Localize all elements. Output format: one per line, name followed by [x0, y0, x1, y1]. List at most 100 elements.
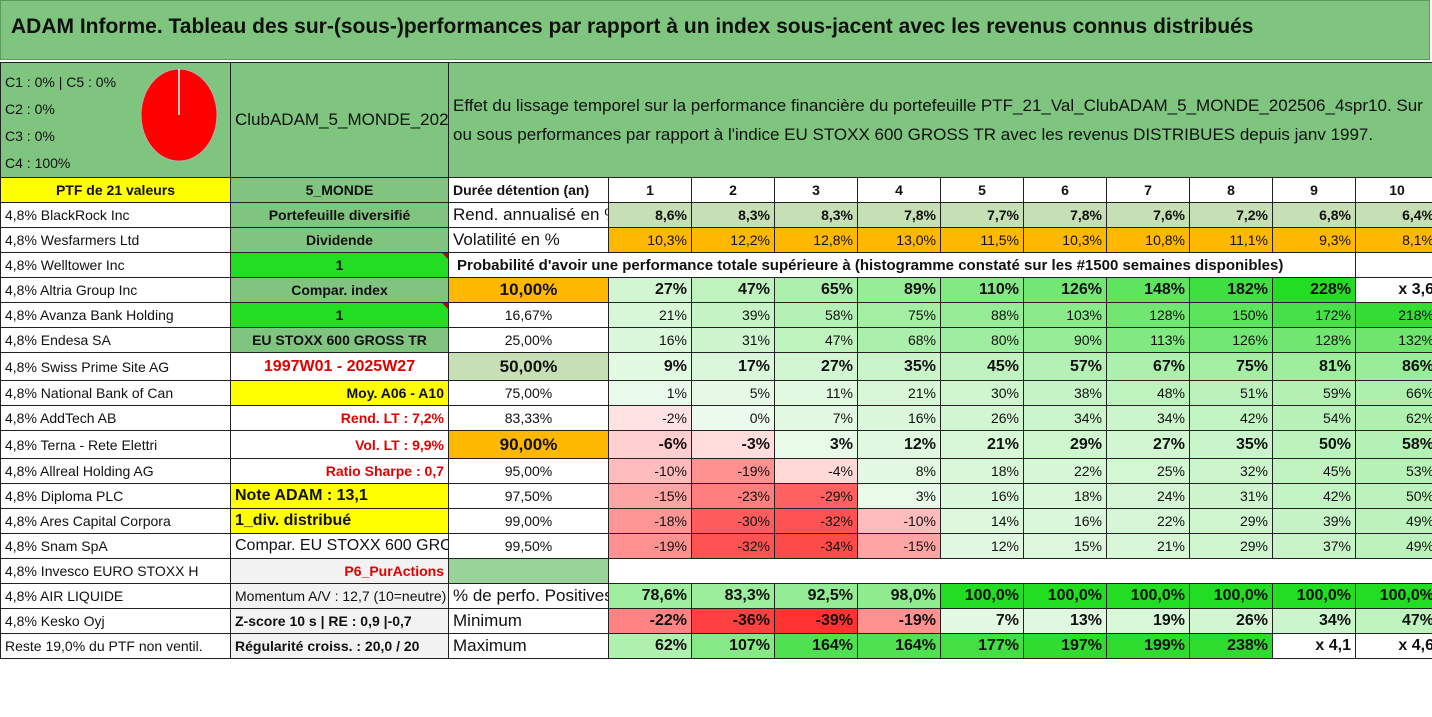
minimum-value: 13%	[1023, 608, 1107, 634]
probability-value: 128%	[1106, 302, 1190, 328]
portfolio-description: Effet du lissage temporel sur la perform…	[448, 62, 1432, 178]
portfolio-name: ClubADAM_5_MONDE_202506_4spr10	[230, 62, 449, 178]
probability-value: 22%	[1106, 508, 1190, 534]
probability-value: 12%	[940, 533, 1024, 559]
probability-level: 10,00%	[448, 277, 609, 303]
maximum-label: Maximum	[448, 633, 609, 659]
flag-value-2: 1	[230, 302, 449, 328]
holding-row-label: 4,8% Altria Group Inc	[0, 277, 231, 303]
volatility-value: 10,3%	[608, 227, 692, 253]
probability-value: 22%	[1023, 458, 1107, 484]
probability-value: 58%	[774, 302, 858, 328]
probability-value: 50%	[1355, 483, 1432, 509]
probability-value: 49%	[1355, 508, 1432, 534]
portfolio-type: Portefeuille diversifié	[230, 202, 449, 228]
holding-row-label: 4,8% Ares Capital Corpora	[0, 508, 231, 534]
holding-row-label: 4,8% Avanza Bank Holding	[0, 302, 231, 328]
probability-value: 48%	[1106, 380, 1190, 406]
probability-value: 1%	[608, 380, 692, 406]
compare-index-label: Compar. index	[230, 277, 449, 303]
positive-value: 98,0%	[857, 583, 941, 609]
probability-value: 51%	[1189, 380, 1273, 406]
probability-value: 110%	[940, 277, 1024, 303]
duration-label: Durée détention (an)	[448, 177, 609, 203]
volatility-value: 11,1%	[1189, 227, 1273, 253]
blank-area	[609, 559, 1432, 584]
strategy-code: P6_PurActions	[230, 558, 449, 584]
probability-value: 62%	[1355, 405, 1432, 431]
probability-value: 57%	[1023, 352, 1107, 381]
volatility-value: 10,3%	[1023, 227, 1107, 253]
probability-value: 37%	[1272, 533, 1356, 559]
probability-value: 39%	[1272, 508, 1356, 534]
holding-row-label: 4,8% Snam SpA	[0, 533, 231, 559]
maximum-value: x 4,6	[1355, 633, 1432, 659]
probability-value: 26%	[940, 405, 1024, 431]
fund-label: 5_MONDE	[230, 177, 449, 203]
year-header: 2	[691, 177, 775, 203]
probability-value: 218%	[1355, 302, 1432, 328]
probability-value: 49%	[1355, 533, 1432, 559]
report-title: ADAM Informe. Tableau des sur-(sous-)per…	[0, 0, 1430, 60]
probability-value: 30%	[940, 380, 1024, 406]
maximum-value: 164%	[774, 633, 858, 659]
return-value: 6,8%	[1272, 202, 1356, 228]
probability-value: 148%	[1106, 277, 1190, 303]
probability-value: -30%	[691, 508, 775, 534]
maximum-value: 197%	[1023, 633, 1107, 659]
volatility-value: 11,5%	[940, 227, 1024, 253]
year-header: 7	[1106, 177, 1190, 203]
return-value: 7,8%	[857, 202, 941, 228]
probability-value: -19%	[691, 458, 775, 484]
probability-value: 16%	[1023, 508, 1107, 534]
probability-value: 150%	[1189, 302, 1273, 328]
class-line: C3 : 0%	[5, 128, 55, 144]
probability-value: -6%	[608, 430, 692, 459]
probability-value: -19%	[608, 533, 692, 559]
probability-value: 17%	[691, 352, 775, 381]
minimum-value: 26%	[1189, 608, 1273, 634]
probability-value: 3%	[857, 483, 941, 509]
probability-value: 29%	[1189, 533, 1273, 559]
probability-level: 75,00%	[448, 380, 609, 406]
probability-value: 5%	[691, 380, 775, 406]
average-range: Moy. A06 - A10	[230, 380, 449, 406]
momentum-metric: Momentum A/V : 12,7 (10=neutre)	[230, 583, 449, 609]
probability-value: -29%	[774, 483, 858, 509]
probability-value: 39%	[691, 302, 775, 328]
adam-score: Note ADAM : 13,1	[230, 483, 449, 509]
volatility-value: 9,3%	[1272, 227, 1356, 253]
zscore-metric: Z-score 10 s | RE : 0,9 |-0,7	[230, 608, 449, 634]
probability-value: 86%	[1355, 352, 1432, 381]
probability-value: 42%	[1189, 405, 1273, 431]
maximum-value: 199%	[1106, 633, 1190, 659]
probability-value: 66%	[1355, 380, 1432, 406]
probability-value: 132%	[1355, 327, 1432, 353]
probability-value: 88%	[940, 302, 1024, 328]
minimum-value: -19%	[857, 608, 941, 634]
holding-row-label: 4,8% Wesfarmers Ltd	[0, 227, 231, 253]
volatility-value: 12,2%	[691, 227, 775, 253]
class-line: C1 : 0% | C5 : 0%	[5, 74, 117, 90]
probability-value: 21%	[857, 380, 941, 406]
return-value: 7,2%	[1189, 202, 1273, 228]
holding-row-label: 4,8% Diploma PLC	[0, 483, 231, 509]
performance-table: C1 : 0% | C5 : 0% C2 : 0% C3 : 0% C4 : 100%…	[0, 62, 1432, 659]
probability-level: 99,50%	[448, 533, 609, 559]
holding-row-label: 4,8% Allreal Holding AG	[0, 458, 231, 484]
probability-value: 14%	[940, 508, 1024, 534]
year-header: 1	[608, 177, 692, 203]
probability-level: 83,33%	[448, 405, 609, 431]
probability-value: 18%	[1023, 483, 1107, 509]
probability-value: 89%	[857, 277, 941, 303]
probability-value: 113%	[1106, 327, 1190, 353]
long-term-volatility: Vol. LT : 9,9%	[230, 430, 449, 459]
probability-value: 25%	[1106, 458, 1190, 484]
positive-value: 78,6%	[608, 583, 692, 609]
volatility-value: 12,8%	[774, 227, 858, 253]
probability-caption: Probabilité d'avoir une performance tota…	[448, 252, 1356, 278]
year-header: 8	[1189, 177, 1273, 203]
probability-value: 29%	[1023, 430, 1107, 459]
probability-value: 21%	[1106, 533, 1190, 559]
probability-value: 35%	[857, 352, 941, 381]
